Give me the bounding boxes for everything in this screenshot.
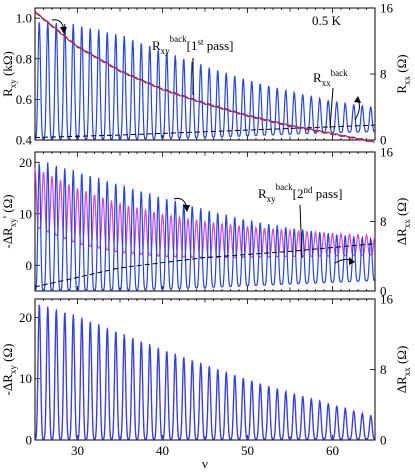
x-tick-label: 50 <box>241 443 254 458</box>
panel-bottom: 0 10 20 0 8 16 30 40 50 60 ν -ΔRxy (Ω) ΔRxx (Ω) <box>0 292 412 472</box>
annotation-rxy-back-2nd: Rxyback[2nd pass] <box>258 182 342 204</box>
x-tick-label: 60 <box>326 443 339 458</box>
y-tick-label: 0.4 <box>16 133 33 148</box>
dRxy-prime-magenta-line <box>34 167 376 259</box>
rxx-back-dashed-line <box>34 124 376 139</box>
arrowhead <box>354 96 361 103</box>
panel-top: 0.4 0.6 0.8 1.0 0 8 16 0.5 K Rxyback[1st pass] Rx… <box>0 1 412 148</box>
y2-axis-label: ΔRxx (Ω) <box>394 198 412 246</box>
y2-tick-label: 0 <box>380 433 387 448</box>
y2-axis-label: ΔRxx (Ω) <box>394 346 412 394</box>
annotation-pointer <box>299 204 303 259</box>
annotation-rxx-back: Rxxback <box>313 68 348 88</box>
x-axis-label: ν <box>202 456 208 471</box>
x-tick-label: 40 <box>156 443 169 458</box>
y-tick-label: 10 <box>19 206 32 221</box>
panel-middle: 0 10 20 0 8 16 Rxyback[2nd pass] -ΔRxy' (Ω) ΔRxx… <box>0 145 412 299</box>
y2-tick-label: 16 <box>380 1 394 16</box>
y-axis-label: -ΔRxy (Ω) <box>0 344 18 396</box>
arrowhead <box>349 257 355 265</box>
y2-tick-label: 0 <box>380 133 387 148</box>
y2-tick-label: 8 <box>380 362 387 377</box>
y2-tick-label: 16 <box>380 292 394 307</box>
y-tick-label: 0 <box>26 258 33 273</box>
y2-tick-label: 8 <box>380 67 387 82</box>
arrowhead <box>183 205 190 212</box>
y-tick-label: 0.6 <box>16 92 33 107</box>
annotation-temperature: 0.5 K <box>312 13 342 28</box>
dRxx-blue-line <box>34 304 375 440</box>
rxy-back-2nd-dashed-line <box>34 243 376 288</box>
x-tick-label: 30 <box>71 443 84 458</box>
y-tick-label: 0.8 <box>16 51 32 66</box>
rxx-oscillation-line <box>34 21 375 140</box>
y-axis-label: Rxy (kΩ) <box>0 51 18 97</box>
dRxy-magenta-line <box>34 304 375 440</box>
plot-frame <box>34 298 376 441</box>
annotation-pointer <box>329 87 334 129</box>
dRxx-blue-line <box>34 162 375 292</box>
y-axis-label: -ΔRxy' (Ω) <box>0 194 18 248</box>
y2-tick-label: 16 <box>380 145 394 160</box>
y-tick-label: 20 <box>19 310 32 325</box>
y2-tick-label: 0 <box>380 284 387 299</box>
y2-axis-label: Rxx (Ω) <box>394 54 412 93</box>
y-tick-label: 10 <box>19 371 32 386</box>
y-tick-label: 20 <box>19 155 32 170</box>
annotation-rxy-back-1st: Rxyback[1st pass] <box>152 34 234 56</box>
y-tick-label: 1.0 <box>16 11 32 26</box>
arrowhead <box>60 27 67 34</box>
y2-tick-label: 8 <box>380 214 387 229</box>
y-tick-label: 0 <box>26 433 33 448</box>
rxy-back-fit-line <box>34 11 376 143</box>
